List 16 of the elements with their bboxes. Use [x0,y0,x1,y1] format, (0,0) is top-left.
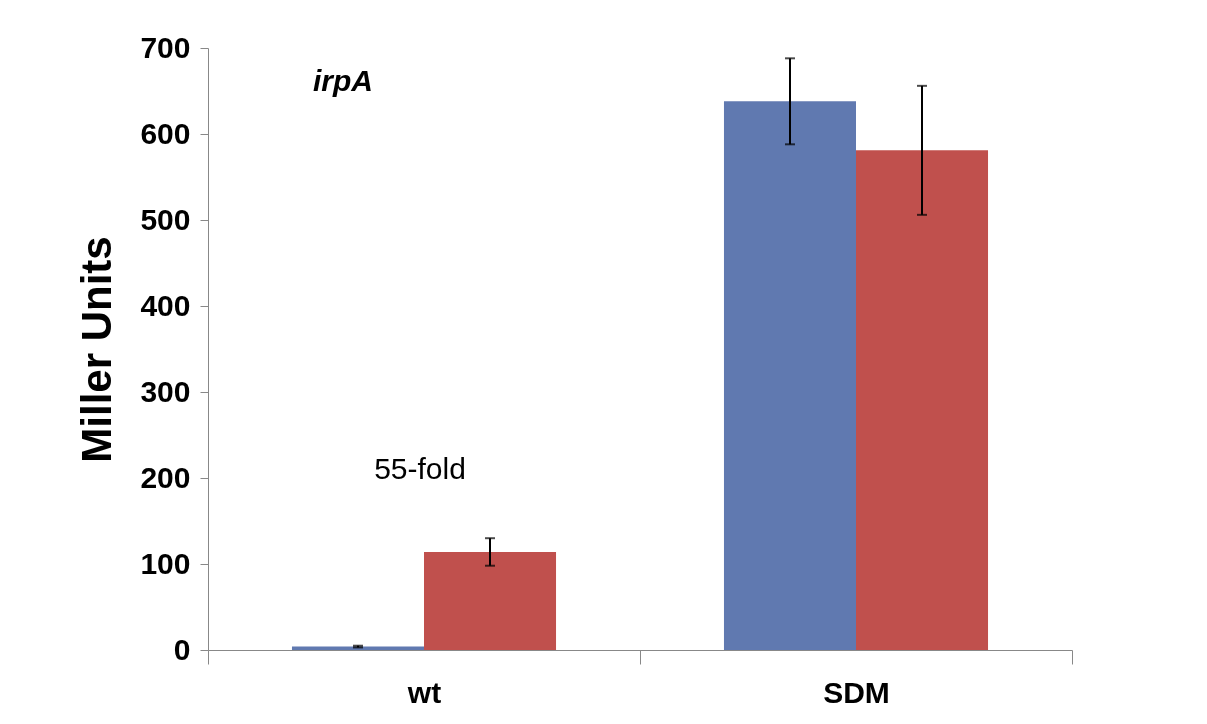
y-tick-label: 500 [140,202,191,236]
y-tick-label: 700 [140,30,191,64]
y-tick-label: 0 [173,632,191,666]
y-tick-label: 200 [140,460,191,494]
y-tick-label: 400 [140,288,191,322]
y-tick-label: 100 [140,546,191,580]
annotation: 55-fold [374,452,466,485]
y-tick-label: 300 [140,374,191,408]
x-tick-label: wt [406,675,442,709]
bar [424,551,557,650]
text: irpA [313,64,373,97]
x-tick-label: SDM [823,675,890,709]
bar [723,101,856,650]
y-tick-label: 600 [140,116,191,150]
y-axis-title: Miller Units [73,236,121,463]
bar [856,150,989,650]
